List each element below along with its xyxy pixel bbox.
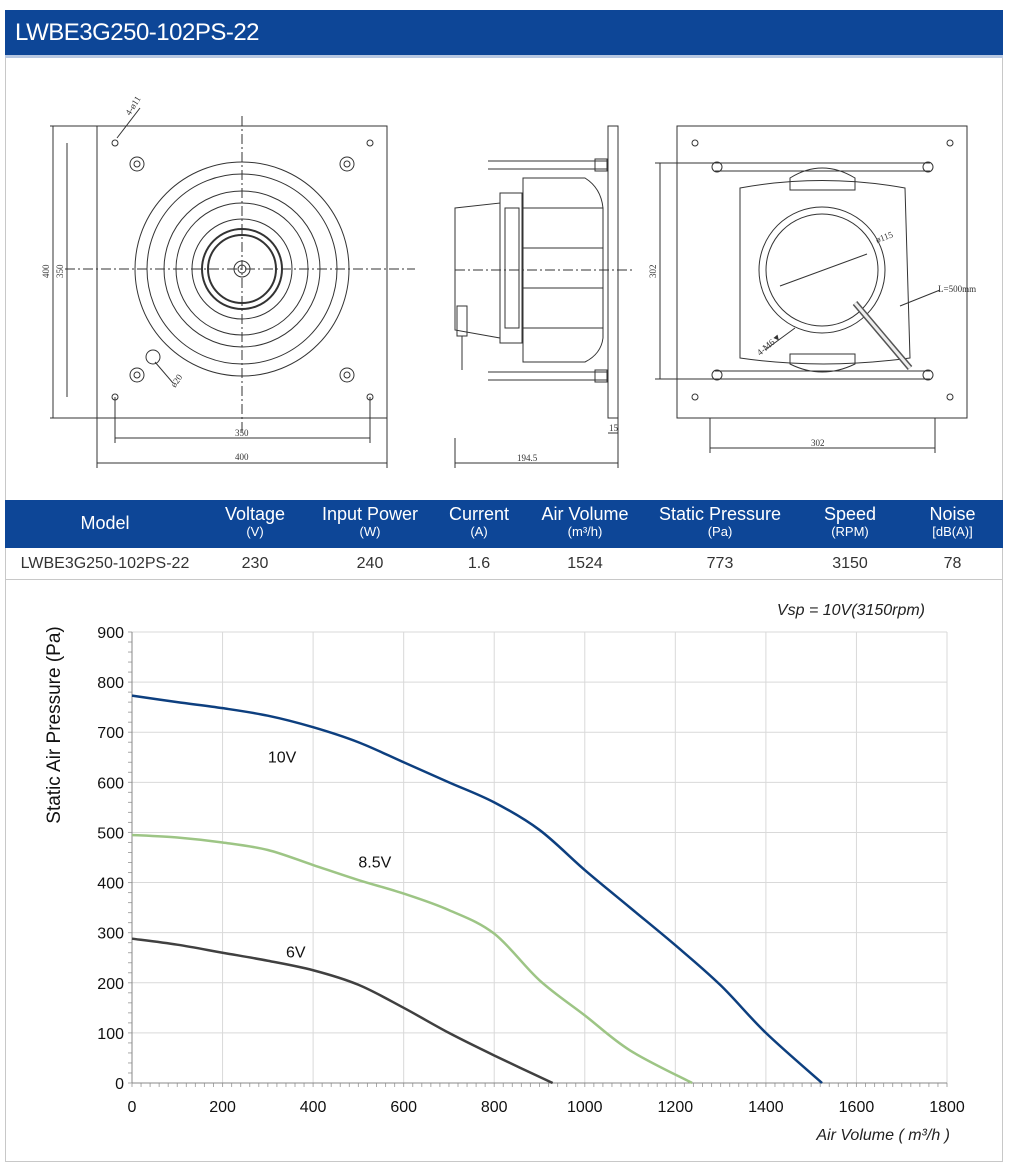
y-tick-label: 200 [97, 976, 124, 993]
cell-static-pressure: 773 [706, 555, 734, 572]
back-dim-width: 302 [811, 438, 825, 448]
front-dim-hole: 4-ø11 [123, 94, 142, 117]
back-dim-cable: L=500mm [938, 284, 976, 294]
cell-current: 1.6 [467, 555, 491, 572]
chart-x-axis-label: Air Volume ( m³/h ) [815, 1127, 950, 1144]
front-view-drawing [50, 107, 415, 468]
y-tick-label: 400 [97, 876, 124, 893]
spec-table-header: Model Voltage (V) Input Power (W) Current(… [5, 500, 1003, 548]
header-static-pressure: Static Pressure (Pa) [658, 504, 782, 539]
performance-chart: 0 100 200 300 400 500 600 700 800 900 0 200 400 600 80… [44, 602, 965, 1144]
header-input-power: Input Power (W) [321, 504, 419, 539]
header-model: Model [80, 513, 130, 533]
cell-input-power: 240 [356, 555, 384, 572]
chart-series: 10V 8.5V 6V [131, 694, 823, 1085]
x-tick-label: 600 [390, 1099, 417, 1116]
y-tick-label: 100 [97, 1026, 124, 1043]
x-tick-label: 1400 [748, 1099, 784, 1116]
y-tick-label: 500 [97, 825, 124, 842]
y-tick-label: 800 [97, 675, 124, 692]
side-view-drawing [454, 125, 635, 468]
cell-air-volume: 1524 [567, 555, 603, 572]
y-tick-label: 700 [97, 725, 124, 742]
front-dim-height: 400 [41, 264, 51, 278]
x-tick-label: 0 [128, 1099, 137, 1116]
cell-speed: 3150 [832, 555, 868, 572]
front-dim-width: 400 [235, 452, 249, 462]
header-speed: Speed (RPM) [823, 504, 877, 539]
series-label-8.5V: 8.5V [358, 855, 391, 872]
title-bar: LWBE3G250-102PS-22 [5, 10, 1003, 58]
chart-y-axis-label: Static Air Pressure (Pa) [44, 626, 65, 823]
y-tick-label: 300 [97, 926, 124, 943]
chart-grid [131, 631, 948, 1084]
series-line-6V [131, 937, 554, 1085]
side-dim-flange: 15 [609, 423, 619, 433]
y-tick-label: 900 [97, 625, 124, 642]
side-dim-depth: 194.5 [517, 453, 538, 463]
x-tick-label: 1800 [929, 1099, 965, 1116]
front-dim-hole-small: ø20 [168, 372, 184, 389]
front-dim-inner-height: 350 [55, 264, 65, 278]
x-tick-label: 800 [481, 1099, 508, 1116]
header-air-volume: Air Volume (m³/h) [541, 504, 629, 539]
back-dim-diameter: ø115 [874, 229, 894, 245]
x-tick-label: 1600 [839, 1099, 875, 1116]
x-tick-label: 200 [209, 1099, 236, 1116]
series-label-6V: 6V [286, 945, 306, 962]
series-line-10V [131, 694, 823, 1084]
x-tick-label: 1200 [658, 1099, 694, 1116]
header-current: Current (A) [448, 504, 510, 539]
series-line-8.5V [131, 833, 693, 1085]
product-title: LWBE3G250-102PS-22 [15, 19, 260, 46]
front-dim-width-inner: 350 [235, 428, 249, 438]
chart-title: Vsp = 10V(3150rpm) [777, 602, 925, 619]
cell-model: LWBE3G250-102PS-22 [20, 555, 190, 572]
back-dim-screws: 4-M6▼ [755, 331, 784, 357]
y-tick-label: 0 [115, 1076, 124, 1093]
chart-axes: 0 100 200 300 400 500 600 700 800 900 0 200 400 600 80… [97, 625, 965, 1116]
cell-noise: 78 [943, 555, 962, 572]
x-tick-label: 400 [300, 1099, 327, 1116]
x-tick-label: 1000 [567, 1099, 603, 1116]
header-noise: Noise [dB(A)] [929, 504, 976, 539]
series-label-10V: 10V [268, 749, 297, 766]
y-tick-label: 600 [97, 775, 124, 792]
spec-table: Model Voltage (V) Input Power (W) Current(… [5, 500, 1003, 580]
spec-table-row: LWBE3G250-102PS-22 230 240 1.6 1524 773 … [5, 548, 1003, 580]
technical-drawings: 4-ø11 400 350 350 400 ø20 194.5 15 302 3… [41, 94, 976, 468]
back-view-drawing [655, 125, 968, 453]
cell-voltage: 230 [241, 555, 269, 572]
back-dim-height: 302 [648, 265, 658, 279]
header-voltage: Voltage (V) [224, 504, 286, 539]
